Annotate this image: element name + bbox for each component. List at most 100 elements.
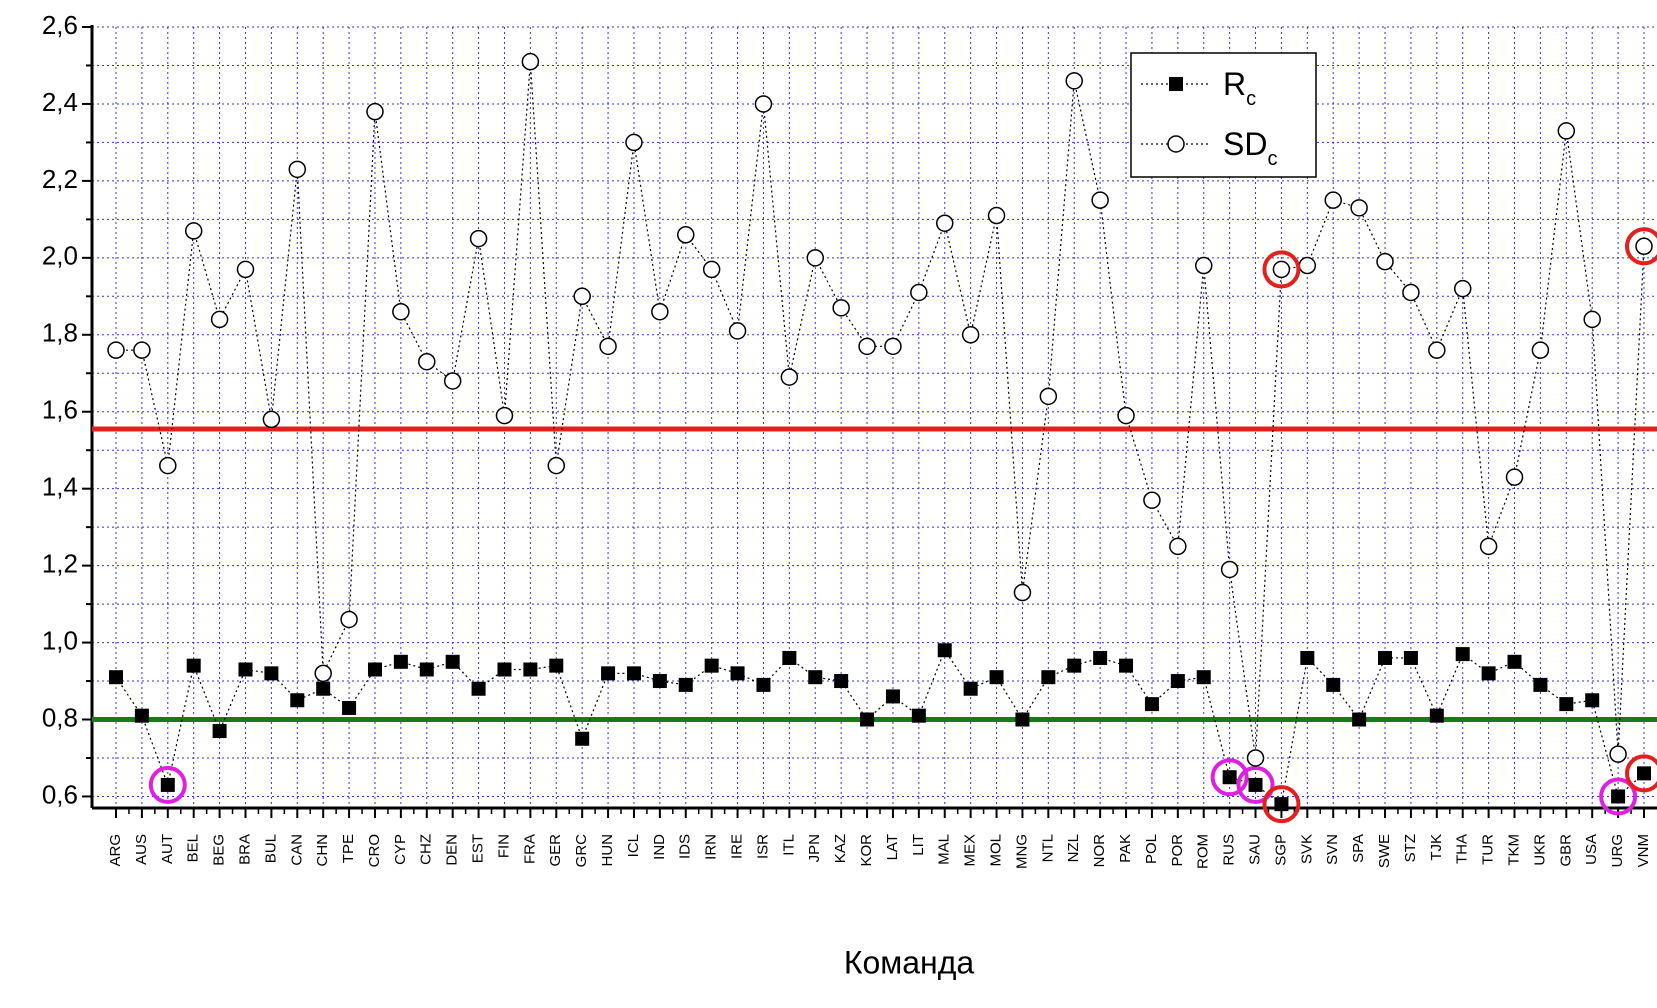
highlight-circle <box>1599 777 1638 816</box>
y-tick-label: 1,2 <box>42 548 78 578</box>
x-tick-label: SVN <box>1324 834 1341 865</box>
x-tick-label: SPA <box>1350 834 1367 863</box>
x-tick-label: CYP <box>392 834 409 865</box>
x-tick-label: CAN <box>288 834 305 866</box>
marker <box>264 666 279 681</box>
marker <box>652 674 667 689</box>
marker <box>1298 256 1317 275</box>
marker <box>677 226 695 244</box>
legend-subscript: c <box>1246 88 1256 110</box>
marker <box>858 337 876 356</box>
marker <box>885 689 900 704</box>
x-tick-label: DEN <box>444 834 461 866</box>
legend-label: SDc <box>1223 126 1277 170</box>
x-tick-label: BRA <box>236 834 253 865</box>
x-tick-label: SAU <box>1246 834 1263 865</box>
x-tick-label: JPN <box>806 834 823 862</box>
x-tick-label: KOR <box>858 834 875 867</box>
highlight-circle <box>1210 758 1249 797</box>
marker <box>1376 252 1394 271</box>
marker <box>963 681 978 696</box>
marker <box>1143 491 1161 509</box>
marker <box>730 666 745 681</box>
marker <box>1015 712 1030 727</box>
x-tick-label: NZL <box>1065 834 1082 862</box>
marker <box>599 337 617 356</box>
x-tick-label: AUS <box>133 834 150 865</box>
marker <box>704 658 719 673</box>
marker <box>342 700 357 715</box>
highlight-circle <box>148 765 187 804</box>
x-tick-label: IRE <box>729 834 746 859</box>
marker <box>366 102 384 121</box>
x-tick-label: VNM <box>1635 834 1652 867</box>
marker <box>651 302 669 321</box>
marker <box>549 658 564 673</box>
marker <box>159 456 177 475</box>
x-tick-label: STZ <box>1402 834 1419 862</box>
highlight-circle <box>1262 785 1301 824</box>
y-tick-label: 1,4 <box>42 472 78 502</box>
marker <box>911 708 926 723</box>
x-tick-label: ROM <box>1195 834 1212 869</box>
x-tick-label: TUR <box>1480 834 1497 865</box>
marker <box>834 674 849 689</box>
marker <box>1507 654 1522 669</box>
marker <box>184 222 203 240</box>
marker <box>625 133 643 152</box>
marker <box>756 677 771 692</box>
marker <box>1378 650 1393 665</box>
marker <box>314 664 332 683</box>
marker <box>575 731 590 746</box>
marker <box>133 341 151 359</box>
highlight-circle <box>1262 250 1301 289</box>
legend-marker <box>1169 77 1183 91</box>
marker <box>469 229 488 248</box>
marker <box>1402 283 1420 302</box>
marker <box>1194 256 1213 275</box>
marker <box>419 662 434 677</box>
y-tick-label: 2,6 <box>42 10 78 40</box>
marker <box>910 283 928 302</box>
x-tick-label: NOR <box>1091 834 1108 868</box>
marker <box>1352 712 1367 727</box>
marker <box>728 322 747 340</box>
marker <box>832 299 850 317</box>
marker <box>1170 674 1185 689</box>
marker <box>107 341 125 359</box>
marker <box>160 777 175 792</box>
legend-name: SD <box>1223 126 1267 162</box>
marker <box>1222 770 1237 785</box>
marker <box>521 52 540 71</box>
marker <box>1533 677 1548 692</box>
legend-name: R <box>1223 66 1246 102</box>
y-tick-label: 0,8 <box>42 702 78 732</box>
x-tick-label: ICL <box>625 834 642 857</box>
x-tick-label: ISR <box>754 834 771 859</box>
x-axis-label: Команда <box>844 944 975 980</box>
x-tick-label: EST <box>470 834 487 863</box>
legend-subscript: c <box>1267 148 1277 170</box>
x-tick-label: MOL <box>988 834 1005 867</box>
marker <box>782 650 797 665</box>
x-tick-label: MEX <box>962 834 979 867</box>
marker <box>238 662 253 677</box>
x-tick-label: KAZ <box>832 834 849 863</box>
x-tick-label: MAL <box>936 834 953 865</box>
marker <box>1169 537 1187 556</box>
x-tick-label: LAT <box>884 834 901 860</box>
highlight-circle <box>1625 227 1657 266</box>
x-tick-label: USA <box>1583 834 1600 865</box>
marker <box>678 677 693 692</box>
x-tick-label: POL <box>1143 834 1160 864</box>
y-tick-label: 2,0 <box>42 241 78 271</box>
y-tick-label: 2,4 <box>42 87 78 117</box>
marker <box>808 670 823 685</box>
marker <box>443 372 462 390</box>
marker <box>210 310 229 329</box>
x-tick-label: BEL <box>185 834 202 862</box>
marker <box>626 666 641 681</box>
marker <box>860 712 875 727</box>
marker <box>1559 697 1574 712</box>
